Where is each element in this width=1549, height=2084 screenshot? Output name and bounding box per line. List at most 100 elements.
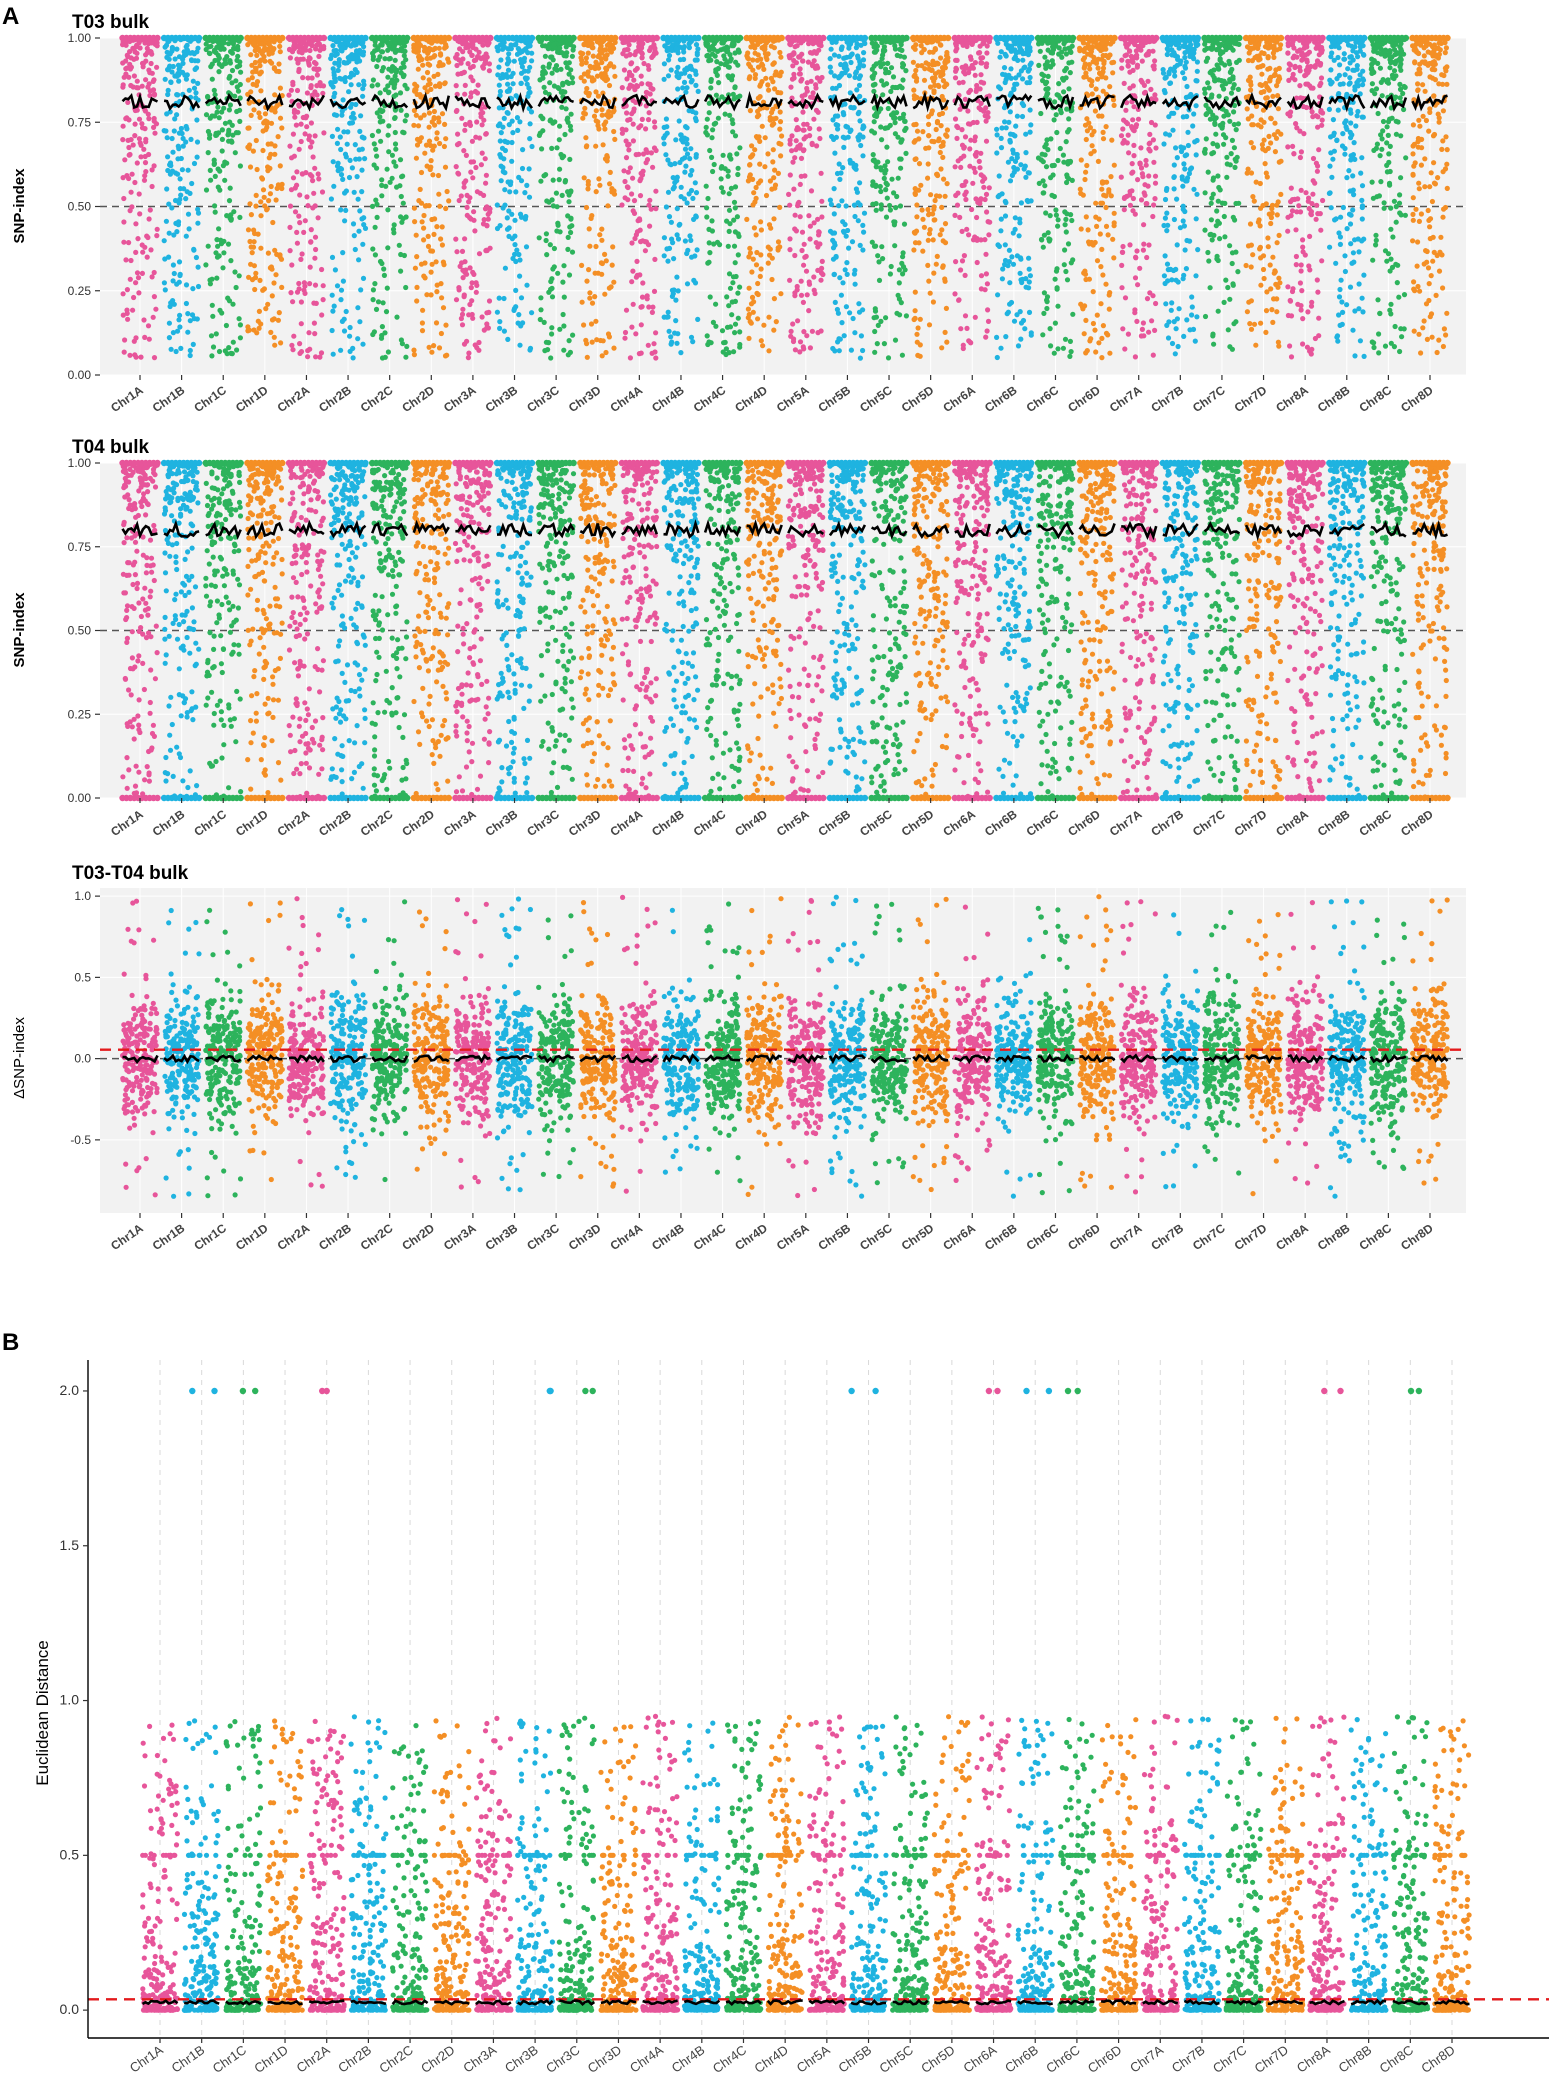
data-point <box>836 75 842 81</box>
data-point <box>253 203 259 209</box>
y-axis-label: SNP-index <box>11 168 28 244</box>
data-point <box>215 243 221 249</box>
data-point <box>855 53 861 59</box>
data-point <box>193 90 199 96</box>
data-point <box>842 101 848 107</box>
data-point <box>885 105 891 112</box>
data-point <box>839 44 845 50</box>
data-point <box>142 244 148 250</box>
data-point <box>681 79 688 85</box>
data-point <box>1015 343 1022 349</box>
data-point <box>661 141 667 147</box>
data-point <box>277 115 284 121</box>
data-point <box>332 52 338 59</box>
data-point <box>403 354 409 360</box>
data-point <box>581 175 587 181</box>
data-point <box>687 233 693 239</box>
data-point <box>633 152 639 158</box>
data-point <box>348 104 354 110</box>
data-point <box>212 209 218 215</box>
data-point <box>593 143 599 149</box>
data-point <box>769 276 775 283</box>
data-point <box>860 57 867 63</box>
data-point <box>442 80 448 86</box>
data-point <box>870 82 877 88</box>
data-point <box>912 72 918 78</box>
data-point <box>166 254 172 260</box>
data-point <box>827 56 833 62</box>
data-point <box>679 156 686 162</box>
data-point <box>250 244 257 250</box>
data-point <box>143 169 149 175</box>
data-point <box>305 354 311 360</box>
data-point <box>185 311 191 317</box>
data-point <box>870 152 876 158</box>
data-point <box>225 241 232 247</box>
data-point <box>584 85 590 92</box>
data-point <box>685 247 691 253</box>
data-point <box>172 56 178 62</box>
data-point <box>355 196 361 202</box>
data-point <box>855 65 862 71</box>
data-point <box>144 45 150 52</box>
data-point <box>506 225 512 231</box>
data-point <box>876 277 883 283</box>
data-point <box>513 93 519 99</box>
data-point <box>466 350 472 356</box>
data-point <box>735 315 741 321</box>
data-point <box>290 347 296 353</box>
data-point <box>923 145 929 151</box>
data-point <box>1018 200 1024 206</box>
data-point <box>380 300 386 306</box>
data-point <box>524 182 530 188</box>
data-point <box>766 222 773 228</box>
data-point <box>831 271 838 277</box>
data-point <box>168 346 174 352</box>
data-point <box>185 167 191 173</box>
data-point <box>801 147 807 153</box>
data-point <box>836 203 842 209</box>
data-point <box>186 87 192 93</box>
data-point <box>682 146 689 152</box>
data-point <box>638 350 644 356</box>
data-point <box>370 246 376 252</box>
data-point <box>506 208 512 214</box>
data-point <box>1008 90 1014 96</box>
data-point <box>205 93 211 100</box>
data-point <box>253 192 259 198</box>
data-point <box>526 90 532 96</box>
data-point <box>483 180 489 186</box>
data-point <box>703 183 709 189</box>
data-point <box>837 275 843 281</box>
data-point <box>766 87 772 93</box>
data-point <box>695 316 701 322</box>
data-point <box>846 245 852 251</box>
data-point <box>392 141 399 147</box>
data-point <box>511 58 517 64</box>
data-point <box>236 316 242 322</box>
data-point <box>706 339 712 345</box>
data-point <box>755 52 761 58</box>
data-point <box>170 63 176 70</box>
data-point <box>806 308 812 314</box>
data-point <box>251 107 257 113</box>
data-point <box>429 216 435 223</box>
data-point <box>474 90 481 96</box>
data-point <box>215 184 221 190</box>
data-point <box>1048 136 1054 142</box>
data-point <box>1025 198 1031 205</box>
data-point <box>287 55 293 61</box>
data-point <box>593 118 599 124</box>
data-point <box>884 182 890 188</box>
data-point <box>319 189 326 195</box>
data-point <box>638 322 644 328</box>
data-point <box>203 262 209 268</box>
data-point <box>554 204 560 210</box>
data-point <box>668 341 674 347</box>
data-point <box>147 207 153 213</box>
data-point <box>311 190 317 196</box>
data-point <box>651 119 658 125</box>
data-point <box>599 59 605 66</box>
data-point <box>755 316 761 322</box>
data-point <box>509 158 515 164</box>
